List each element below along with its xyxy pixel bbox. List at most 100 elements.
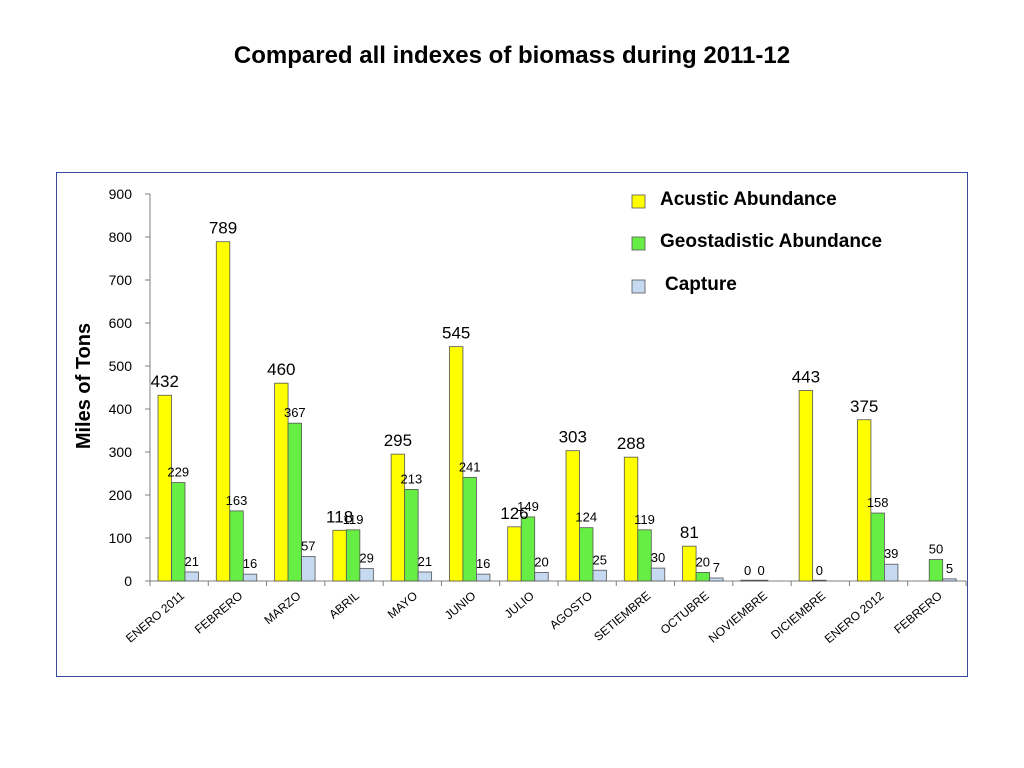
chart-bars xyxy=(157,241,957,582)
data-label: 119 xyxy=(343,512,364,527)
data-label: 21 xyxy=(185,554,199,569)
bar xyxy=(709,577,724,582)
data-label: 432 xyxy=(151,372,179,391)
category-label: SETIEMBRE xyxy=(591,589,653,644)
data-label: 0 xyxy=(816,563,823,578)
category-label: JUNIO xyxy=(442,589,479,623)
data-label: 21 xyxy=(418,554,432,569)
bar xyxy=(695,572,710,582)
data-label: 303 xyxy=(559,428,587,447)
category-label: OCTUBRE xyxy=(658,589,712,637)
bar xyxy=(942,578,957,582)
chart-title: Compared all indexes of biomass during 2… xyxy=(233,42,791,69)
y-tick-label: 500 xyxy=(109,358,133,374)
data-label: 213 xyxy=(401,471,423,486)
data-label: 5 xyxy=(946,561,953,576)
data-label: 16 xyxy=(476,556,490,571)
data-label: 367 xyxy=(284,405,306,420)
bar xyxy=(417,571,433,582)
category-label: JULIO xyxy=(502,589,537,622)
legend-swatch xyxy=(631,194,646,209)
bar xyxy=(650,567,666,582)
bar xyxy=(753,579,769,582)
legend-label: Acustic Abundance xyxy=(660,189,837,210)
data-label: 149 xyxy=(517,499,539,514)
data-label: 295 xyxy=(384,431,412,450)
bar xyxy=(507,526,522,582)
data-label: 0 xyxy=(757,563,764,578)
bar xyxy=(565,450,580,582)
category-label: NOVIEMBRE xyxy=(706,589,770,646)
data-label: 7 xyxy=(713,560,720,575)
data-label: 81 xyxy=(680,523,699,542)
bar xyxy=(682,545,697,582)
data-label: 158 xyxy=(867,495,889,510)
y-axis-label: Miles of Tons xyxy=(73,323,95,449)
category-label: AGOSTO xyxy=(547,589,595,633)
category-label: ENERO 2012 xyxy=(822,588,887,646)
data-label: 20 xyxy=(534,554,548,569)
data-label: 460 xyxy=(267,360,295,379)
chart-frame xyxy=(56,172,968,677)
data-label: 25 xyxy=(593,552,607,567)
bar xyxy=(592,569,607,582)
bar xyxy=(928,559,944,582)
bar xyxy=(229,510,244,582)
bar xyxy=(857,419,872,582)
y-tick-label: 100 xyxy=(109,530,133,546)
data-label: 288 xyxy=(617,434,645,453)
bar xyxy=(637,529,652,582)
bar xyxy=(404,489,419,582)
bar xyxy=(332,529,347,582)
data-label: 30 xyxy=(651,550,665,565)
bar xyxy=(242,573,258,582)
data-label: 124 xyxy=(575,510,597,525)
data-label: 443 xyxy=(792,368,820,387)
chart-legend: Acustic Abundance Geostadistic Abundance C… xyxy=(631,189,882,295)
bar xyxy=(476,573,491,582)
bar xyxy=(534,572,549,582)
legend-swatch xyxy=(631,279,646,294)
bar xyxy=(884,563,899,582)
bar xyxy=(798,390,814,582)
bar xyxy=(812,579,827,582)
data-label: 545 xyxy=(442,324,470,343)
data-label: 16 xyxy=(243,556,257,571)
data-label: 375 xyxy=(850,397,878,416)
y-tick-label: 300 xyxy=(109,444,133,460)
data-label: 789 xyxy=(209,219,237,238)
data-label: 39 xyxy=(884,546,898,561)
bar xyxy=(301,556,316,582)
bar xyxy=(359,568,374,582)
data-label: 118 xyxy=(326,507,353,526)
y-tick-label: 0 xyxy=(124,573,132,589)
category-label: FEBRERO xyxy=(891,589,944,637)
y-tick-label: 900 xyxy=(109,186,133,202)
bar xyxy=(740,579,755,582)
y-tick-label: 600 xyxy=(109,315,133,331)
data-label: 20 xyxy=(696,554,710,569)
data-label: 29 xyxy=(359,551,373,566)
category-label: ABRIL xyxy=(326,588,362,621)
bar xyxy=(184,571,199,582)
bar xyxy=(345,529,361,582)
data-label: 57 xyxy=(301,538,315,553)
bar xyxy=(520,516,536,582)
y-tick-label: 200 xyxy=(109,487,133,503)
bar xyxy=(157,394,172,582)
category-label: MARZO xyxy=(261,589,303,628)
chart-category-labels: ENERO 2011 FEBRERO MARZO ABRIL MAYO JUNIO JULI… xyxy=(123,588,945,646)
legend-label: Geostadistic Abundance xyxy=(660,231,882,252)
bar xyxy=(215,241,231,582)
legend-label: Capture xyxy=(665,274,737,295)
data-label: 126 xyxy=(500,504,528,523)
category-label: DICIEMBRE xyxy=(768,589,828,643)
bar xyxy=(579,527,594,582)
data-label: 0 xyxy=(744,563,751,578)
bar xyxy=(171,482,186,582)
category-label: ENERO 2011 xyxy=(123,588,187,645)
data-label: 50 xyxy=(929,542,943,557)
bar xyxy=(462,476,477,582)
